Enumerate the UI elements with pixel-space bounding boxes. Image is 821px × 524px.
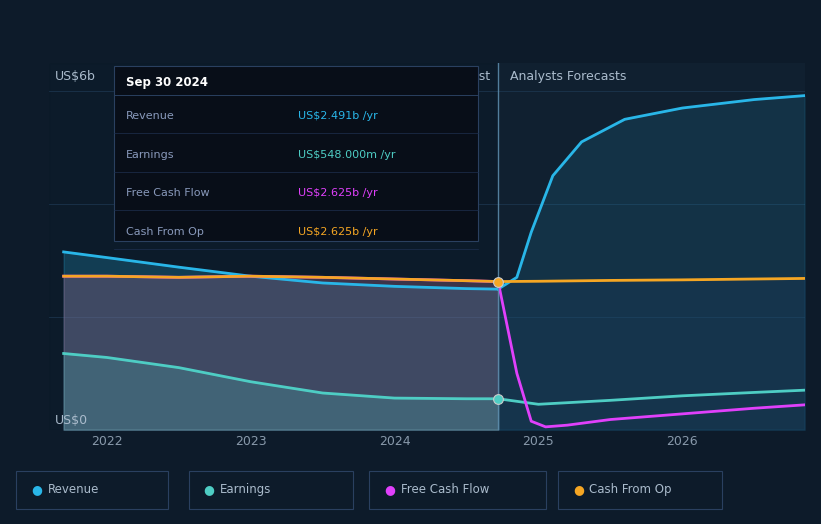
Text: Revenue: Revenue	[126, 112, 174, 122]
Text: Revenue: Revenue	[48, 484, 99, 496]
Bar	[114, 66, 478, 241]
Text: ●: ●	[384, 484, 395, 496]
Text: ●: ●	[31, 484, 42, 496]
Bar	[49, 63, 498, 430]
Text: US$0: US$0	[55, 414, 88, 427]
Text: Analysts Forecasts: Analysts Forecasts	[510, 70, 626, 83]
Text: ●: ●	[204, 484, 214, 496]
Text: Cash From Op: Cash From Op	[126, 226, 204, 237]
Text: Past: Past	[465, 70, 491, 83]
Text: Earnings: Earnings	[126, 150, 174, 160]
Text: US$548.000m /yr: US$548.000m /yr	[298, 150, 396, 160]
Text: US$2.625b /yr: US$2.625b /yr	[298, 226, 378, 237]
Text: Cash From Op: Cash From Op	[589, 484, 672, 496]
Text: US$2.491b /yr: US$2.491b /yr	[298, 112, 378, 122]
Text: US$6b: US$6b	[55, 70, 96, 83]
Text: Free Cash Flow: Free Cash Flow	[401, 484, 489, 496]
Text: Free Cash Flow: Free Cash Flow	[126, 188, 209, 198]
Text: Sep 30 2024: Sep 30 2024	[126, 76, 208, 89]
Text: US$2.625b /yr: US$2.625b /yr	[298, 188, 378, 198]
Text: ●: ●	[573, 484, 584, 496]
Text: Earnings: Earnings	[220, 484, 272, 496]
